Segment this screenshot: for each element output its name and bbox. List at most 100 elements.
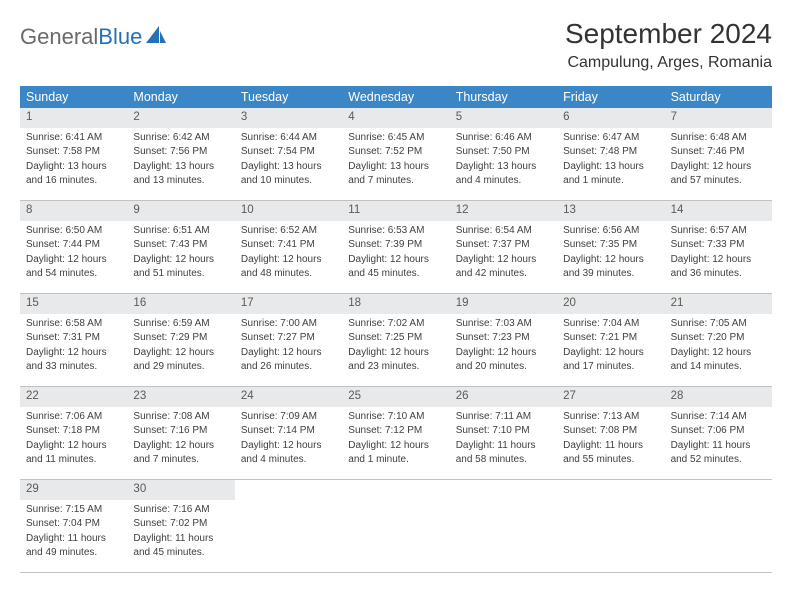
day-number: 8 [20, 201, 127, 221]
day-number: 9 [127, 201, 234, 221]
day-number: 26 [450, 387, 557, 407]
week-row: 29 Sunrise: 7:15 AMSunset: 7:04 PMDayligh… [20, 480, 772, 573]
weekday-header: Wednesday [342, 86, 449, 108]
day-details: Sunrise: 6:41 AMSunset: 7:58 PMDaylight:… [20, 131, 127, 188]
day-number: 21 [665, 294, 772, 314]
day-number: 27 [557, 387, 664, 407]
day-cell: 14 Sunrise: 6:57 AMSunset: 7:33 PMDayligh… [665, 201, 772, 293]
day-cell: 18Sunrise: 7:02 AMSunset: 7:25 PMDayligh… [342, 294, 449, 386]
day-details: Sunrise: 7:15 AMSunset: 7:04 PMDaylight:… [20, 503, 127, 560]
day-cell: 4 Sunrise: 6:45 AMSunset: 7:52 PMDaylight… [342, 108, 449, 200]
weekday-header: Tuesday [235, 86, 342, 108]
day-details: Sunrise: 6:54 AMSunset: 7:37 PMDaylight:… [450, 224, 557, 281]
day-details: Sunrise: 6:48 AMSunset: 7:46 PMDaylight:… [665, 131, 772, 188]
day-number: 4 [342, 108, 449, 128]
weekday-header: Monday [127, 86, 234, 108]
day-cell: 29 Sunrise: 7:15 AMSunset: 7:04 PMDayligh… [20, 480, 127, 572]
day-number: 20 [557, 294, 664, 314]
day-number: 5 [450, 108, 557, 128]
day-number: 23 [127, 387, 234, 407]
day-cell: 25Sunrise: 7:10 AMSunset: 7:12 PMDayligh… [342, 387, 449, 479]
day-cell: 10 Sunrise: 6:52 AMSunset: 7:41 PMDayligh… [235, 201, 342, 293]
day-cell: 13 Sunrise: 6:56 AMSunset: 7:35 PMDayligh… [557, 201, 664, 293]
brand-text-b: Blue [98, 24, 142, 50]
day-number: 17 [235, 294, 342, 314]
day-details: Sunrise: 6:51 AMSunset: 7:43 PMDaylight:… [127, 224, 234, 281]
day-details: Sunrise: 7:11 AMSunset: 7:10 PMDaylight:… [450, 410, 557, 467]
day-number: 7 [665, 108, 772, 128]
location-subtitle: Campulung, Arges, Romania [565, 54, 772, 72]
day-number: 22 [20, 387, 127, 407]
day-cell: 3Sunrise: 6:44 AMSunset: 7:54 PMDaylight… [235, 108, 342, 200]
day-details: Sunrise: 7:10 AMSunset: 7:12 PMDaylight:… [342, 410, 449, 467]
weekday-header: Saturday [665, 86, 772, 108]
week-row: 1Sunrise: 6:41 AMSunset: 7:58 PMDaylight… [20, 108, 772, 201]
day-cell-empty [235, 480, 342, 572]
calendar: Sunday Monday Tuesday Wednesday Thursday… [20, 86, 772, 573]
weekday-header: Thursday [450, 86, 557, 108]
day-cell: 16 Sunrise: 6:59 AMSunset: 7:29 PMDayligh… [127, 294, 234, 386]
day-cell-empty [450, 480, 557, 572]
month-title: September 2024 [565, 18, 772, 50]
day-details: Sunrise: 6:47 AMSunset: 7:48 PMDaylight:… [557, 131, 664, 188]
day-cell: 23 Sunrise: 7:08 AMSunset: 7:16 PMDayligh… [127, 387, 234, 479]
day-details: Sunrise: 7:03 AMSunset: 7:23 PMDaylight:… [450, 317, 557, 374]
day-cell: 30Sunrise: 7:16 AMSunset: 7:02 PMDayligh… [127, 480, 234, 572]
day-details: Sunrise: 7:04 AMSunset: 7:21 PMDaylight:… [557, 317, 664, 374]
weekday-header: Sunday [20, 86, 127, 108]
day-number: 6 [557, 108, 664, 128]
day-cell: 17 Sunrise: 7:00 AMSunset: 7:27 PMDayligh… [235, 294, 342, 386]
day-cell: 8 Sunrise: 6:50 AMSunset: 7:44 PMDaylight… [20, 201, 127, 293]
day-cell: 20 Sunrise: 7:04 AMSunset: 7:21 PMDayligh… [557, 294, 664, 386]
day-number: 19 [450, 294, 557, 314]
day-details: Sunrise: 7:14 AMSunset: 7:06 PMDaylight:… [665, 410, 772, 467]
weekday-header: Friday [557, 86, 664, 108]
day-number: 15 [20, 294, 127, 314]
day-cell: 6 Sunrise: 6:47 AMSunset: 7:48 PMDaylight… [557, 108, 664, 200]
day-number: 24 [235, 387, 342, 407]
day-details: Sunrise: 7:08 AMSunset: 7:16 PMDaylight:… [127, 410, 234, 467]
day-number: 12 [450, 201, 557, 221]
day-details: Sunrise: 7:13 AMSunset: 7:08 PMDaylight:… [557, 410, 664, 467]
day-number: 11 [342, 201, 449, 221]
day-number: 18 [342, 294, 449, 314]
day-details: Sunrise: 7:09 AMSunset: 7:14 PMDaylight:… [235, 410, 342, 467]
day-cell: 28Sunrise: 7:14 AMSunset: 7:06 PMDayligh… [665, 387, 772, 479]
brand-sail-icon [146, 26, 166, 49]
week-row: 15 Sunrise: 6:58 AMSunset: 7:31 PMDayligh… [20, 294, 772, 387]
day-details: Sunrise: 6:57 AMSunset: 7:33 PMDaylight:… [665, 224, 772, 281]
day-cell: 27 Sunrise: 7:13 AMSunset: 7:08 PMDayligh… [557, 387, 664, 479]
day-cell: 19 Sunrise: 7:03 AMSunset: 7:23 PMDayligh… [450, 294, 557, 386]
week-row: 8 Sunrise: 6:50 AMSunset: 7:44 PMDaylight… [20, 201, 772, 294]
day-cell: 22Sunrise: 7:06 AMSunset: 7:18 PMDayligh… [20, 387, 127, 479]
day-details: Sunrise: 6:58 AMSunset: 7:31 PMDaylight:… [20, 317, 127, 374]
page-header: GeneralBlue September 2024 Campulung, Ar… [20, 18, 772, 72]
day-cell: 15 Sunrise: 6:58 AMSunset: 7:31 PMDayligh… [20, 294, 127, 386]
day-cell: 9 Sunrise: 6:51 AMSunset: 7:43 PMDaylight… [127, 201, 234, 293]
day-cell: 21 Sunrise: 7:05 AMSunset: 7:20 PMDayligh… [665, 294, 772, 386]
day-cell: 12 Sunrise: 6:54 AMSunset: 7:37 PMDayligh… [450, 201, 557, 293]
day-cell: 26 Sunrise: 7:11 AMSunset: 7:10 PMDayligh… [450, 387, 557, 479]
day-number: 13 [557, 201, 664, 221]
day-details: Sunrise: 6:56 AMSunset: 7:35 PMDaylight:… [557, 224, 664, 281]
day-details: Sunrise: 7:00 AMSunset: 7:27 PMDaylight:… [235, 317, 342, 374]
day-details: Sunrise: 6:53 AMSunset: 7:39 PMDaylight:… [342, 224, 449, 281]
day-number: 29 [20, 480, 127, 500]
weekday-header-row: Sunday Monday Tuesday Wednesday Thursday… [20, 86, 772, 108]
day-details: Sunrise: 6:44 AMSunset: 7:54 PMDaylight:… [235, 131, 342, 188]
day-details: Sunrise: 6:59 AMSunset: 7:29 PMDaylight:… [127, 317, 234, 374]
day-number: 14 [665, 201, 772, 221]
day-cell: 5Sunrise: 6:46 AMSunset: 7:50 PMDaylight… [450, 108, 557, 200]
day-cell-empty [665, 480, 772, 572]
day-details: Sunrise: 6:45 AMSunset: 7:52 PMDaylight:… [342, 131, 449, 188]
day-number: 16 [127, 294, 234, 314]
day-details: Sunrise: 7:05 AMSunset: 7:20 PMDaylight:… [665, 317, 772, 374]
day-cell-empty [342, 480, 449, 572]
brand-logo: GeneralBlue [20, 18, 166, 50]
day-number: 2 [127, 108, 234, 128]
day-details: Sunrise: 6:42 AMSunset: 7:56 PMDaylight:… [127, 131, 234, 188]
day-number: 10 [235, 201, 342, 221]
day-details: Sunrise: 6:52 AMSunset: 7:41 PMDaylight:… [235, 224, 342, 281]
day-details: Sunrise: 6:50 AMSunset: 7:44 PMDaylight:… [20, 224, 127, 281]
day-cell: 24 Sunrise: 7:09 AMSunset: 7:14 PMDayligh… [235, 387, 342, 479]
